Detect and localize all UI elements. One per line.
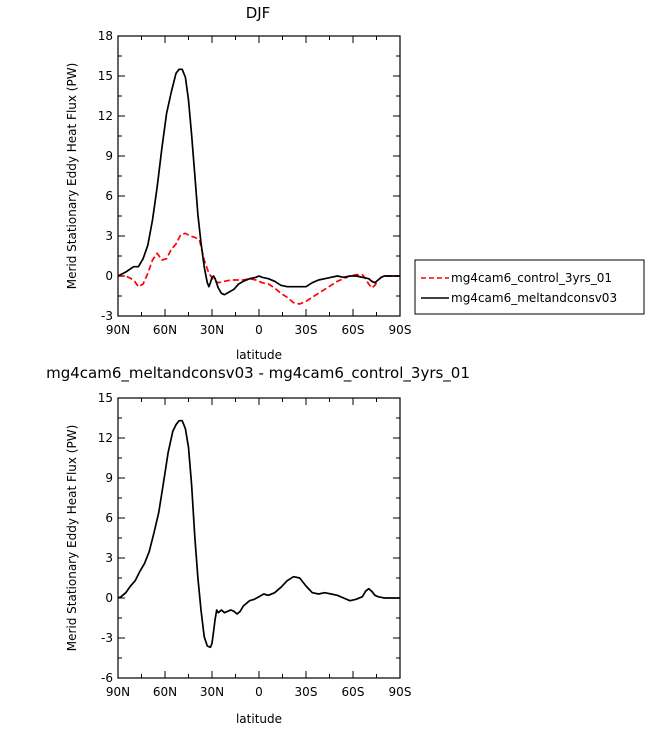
legend: mg4cam6_control_3yrs_01 mg4cam6_meltandc… [414, 259, 645, 315]
y-tick-label: 0 [105, 591, 113, 605]
y-tick-label: 6 [105, 511, 113, 525]
x-tick-label: 30S [295, 323, 318, 337]
y-tick-label: 3 [105, 229, 113, 243]
x-tick-label: 30N [200, 685, 224, 699]
series-line-difference [117, 419, 400, 649]
x-tick-label: 90N [106, 685, 130, 699]
series-line-meltandconsv [117, 68, 400, 296]
chart-title: mg4cam6_meltandconsv03 - mg4cam6_control… [46, 364, 470, 383]
y-tick-label: 12 [98, 431, 113, 445]
plot-frame [117, 397, 401, 679]
legend-label-melt: mg4cam6_meltandconsv03 [451, 291, 617, 305]
x-tick-label: 90S [389, 323, 412, 337]
y-tick-label: 15 [98, 391, 113, 405]
x-tick-label: 60N [153, 323, 177, 337]
legend-label-control: mg4cam6_control_3yrs_01 [451, 271, 612, 285]
y-tick-label: 18 [98, 29, 113, 43]
y-tick-label: 3 [105, 551, 113, 565]
plot-frame [117, 35, 401, 317]
x-tick-label: 90N [106, 323, 130, 337]
y-tick-label: 15 [98, 69, 113, 83]
legend-box [414, 259, 645, 315]
x-axis-label: latitude [236, 712, 282, 726]
x-tick-label: 60N [153, 685, 177, 699]
x-tick-label: 30S [295, 685, 318, 699]
series-line-control [118, 232, 400, 305]
x-tick-label: 90S [389, 685, 412, 699]
x-tick-label: 60S [342, 323, 365, 337]
x-tick-label: 0 [255, 323, 263, 337]
y-axis-label: Merid Stationary Eddy Heat Flux (PW) [65, 425, 79, 652]
y-tick-label: 9 [105, 471, 113, 485]
y-tick-label: 0 [105, 269, 113, 283]
y-tick-label: 6 [105, 189, 113, 203]
y-tick-label: 9 [105, 149, 113, 163]
y-tick-label: -6 [101, 671, 113, 685]
x-axis-label: latitude [236, 348, 282, 362]
y-tick-label: -3 [101, 631, 113, 645]
chart-panel-top: DJF -3 0 3 6 9 12 15 18 90N 60N 30N 0 30S 60S 90S lati… [65, 4, 645, 362]
x-tick-label: 60S [342, 685, 365, 699]
chart-panel-bottom: mg4cam6_meltandconsv03 - mg4cam6_control… [46, 364, 470, 726]
x-tick-label: 0 [255, 685, 263, 699]
chart-title: DJF [246, 4, 271, 22]
y-tick-label: -3 [101, 309, 113, 323]
x-tick-label: 30N [200, 323, 224, 337]
y-tick-label: 12 [98, 109, 113, 123]
y-axis-label: Merid Stationary Eddy Heat Flux (PW) [65, 63, 79, 290]
